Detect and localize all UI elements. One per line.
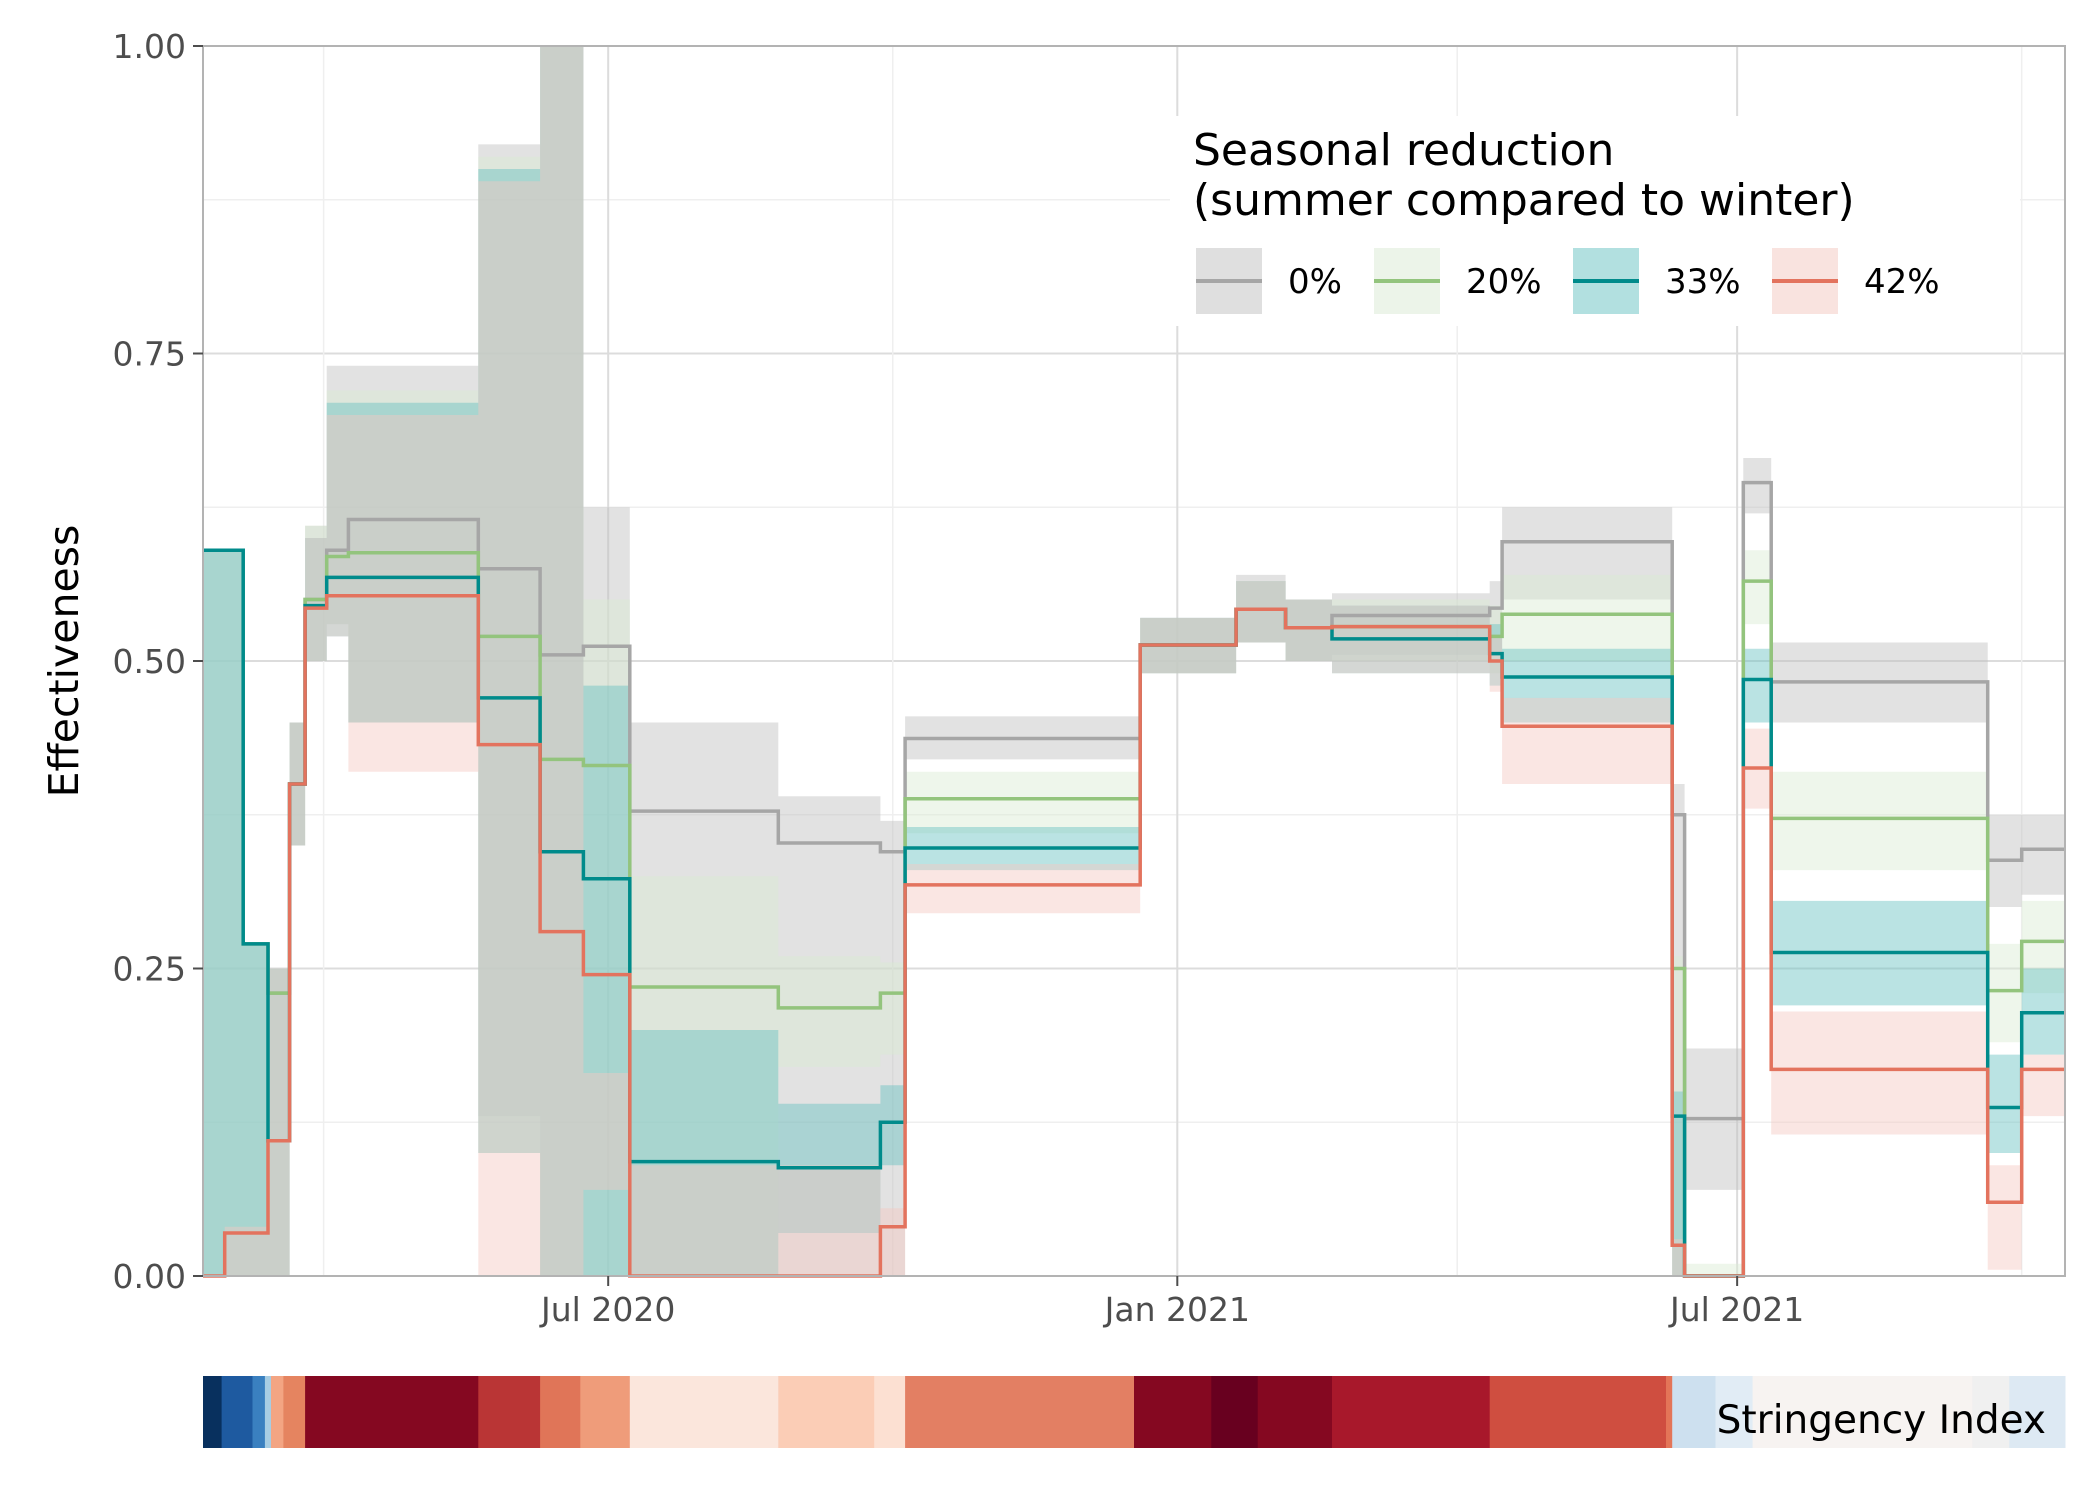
band-42pct [203, 46, 2065, 1276]
line-42pct [203, 594, 2065, 1278]
stringency-segment [252, 1376, 266, 1448]
stringency-segment [271, 1376, 284, 1448]
y-tick-label: 0.75 [113, 335, 186, 374]
legend-item-0pct: 0% [1196, 248, 1342, 314]
stringency-index-bar [203, 1376, 2066, 1448]
stringency-segment [221, 1376, 253, 1448]
stringency-segment [1134, 1376, 1212, 1448]
x-tick-label: Jul 2021 [1668, 1290, 1804, 1329]
y-tick-label: 0.50 [113, 642, 186, 681]
stringency-segment [264, 1376, 272, 1448]
legend-item-42pct: 42% [1772, 248, 1940, 314]
stringency-segment [874, 1376, 906, 1448]
stringency-segment [629, 1376, 779, 1448]
series-lines [203, 480, 2065, 1278]
stringency-segment [1715, 1376, 1754, 1448]
x-axis: Jul 2020 Jan 2021 Jul 2021 [539, 1276, 1804, 1329]
legend-label: 20% [1466, 262, 1542, 302]
legend-title-line2: (summer compared to winter) [1193, 175, 1855, 226]
legend-item-33pct: 33% [1573, 248, 1741, 314]
stringency-segment [1257, 1376, 1333, 1448]
stringency-segment [203, 1376, 223, 1448]
stringency-segment [478, 1376, 541, 1448]
y-axis: 0.00 0.25 0.50 0.75 1.00 [113, 27, 203, 1296]
stringency-segment [1752, 1376, 1973, 1448]
stringency-segment [540, 1376, 581, 1448]
y-tick-label: 1.00 [113, 27, 186, 66]
stringency-segment [283, 1376, 306, 1448]
legend-title-line1: Seasonal reduction [1193, 125, 1614, 176]
stringency-segment [305, 1376, 479, 1448]
stringency-segment [580, 1376, 631, 1448]
legend-label: 42% [1864, 262, 1940, 302]
band-20pct [203, 46, 2065, 1276]
stringency-segment [778, 1376, 875, 1448]
stringency-segment [1489, 1376, 1667, 1448]
stringency-segment [1972, 1376, 2010, 1448]
band-33pct [203, 46, 2065, 1276]
uncertainty-bands [203, 46, 2065, 1276]
stringency-segment [1211, 1376, 1259, 1448]
x-tick-label: Jul 2020 [539, 1290, 675, 1329]
band-0pct [203, 46, 2065, 1276]
y-axis-label: Effectiveness [40, 525, 88, 798]
stringency-segment [1332, 1376, 1491, 1448]
legend: Seasonal reduction (summer compared to w… [1170, 116, 2020, 326]
legend-label: 0% [1288, 262, 1342, 302]
legend-label: 33% [1665, 262, 1741, 302]
x-tick-label: Jan 2021 [1103, 1290, 1250, 1329]
stringency-segment [1672, 1376, 1716, 1448]
stringency-segment [1666, 1376, 1673, 1448]
y-tick-label: 0.25 [113, 950, 186, 989]
stringency-index-label: Stringency Index [1717, 1398, 2046, 1443]
stringency-segment [2009, 1376, 2066, 1448]
stringency-segment [905, 1376, 1135, 1448]
legend-item-20pct: 20% [1374, 248, 1542, 314]
y-tick-label: 0.00 [113, 1257, 186, 1296]
